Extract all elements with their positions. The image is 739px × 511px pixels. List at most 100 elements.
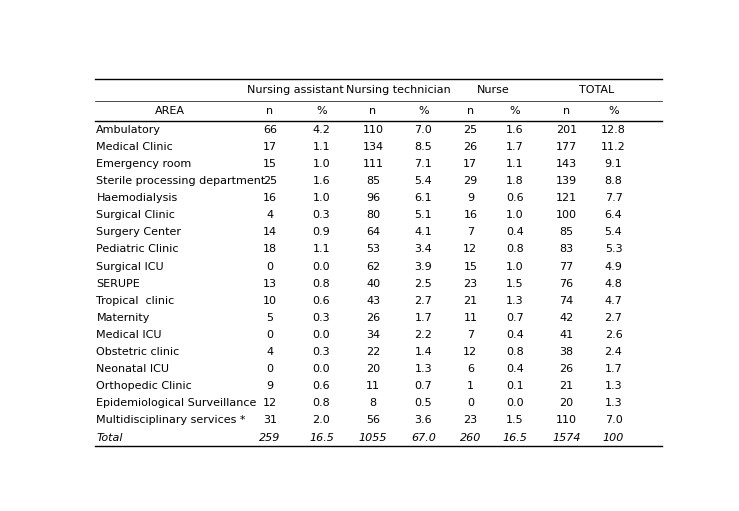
Text: Maternity: Maternity <box>96 313 150 323</box>
Text: 26: 26 <box>366 313 380 323</box>
Text: 1.3: 1.3 <box>605 399 622 408</box>
Text: 7: 7 <box>467 227 474 237</box>
Text: 1.1: 1.1 <box>506 159 524 169</box>
Text: 0.3: 0.3 <box>313 347 330 357</box>
Text: 7.0: 7.0 <box>415 125 432 135</box>
Text: Total: Total <box>96 433 123 443</box>
Text: Obstetric clinic: Obstetric clinic <box>96 347 180 357</box>
Text: 3.6: 3.6 <box>415 415 432 426</box>
Text: %: % <box>418 106 429 116</box>
Text: 0.8: 0.8 <box>313 278 330 289</box>
Text: n: n <box>266 106 273 116</box>
Text: 10: 10 <box>263 296 277 306</box>
Text: 9: 9 <box>266 381 273 391</box>
Text: 76: 76 <box>559 278 573 289</box>
Text: 11.2: 11.2 <box>602 142 626 152</box>
Text: 0.3: 0.3 <box>313 313 330 323</box>
Text: 21: 21 <box>559 381 573 391</box>
Text: 43: 43 <box>366 296 380 306</box>
Text: 0.0: 0.0 <box>506 399 524 408</box>
Text: 143: 143 <box>556 159 577 169</box>
Text: 9: 9 <box>467 193 474 203</box>
Text: 4.2: 4.2 <box>313 125 330 135</box>
Text: 11: 11 <box>463 313 477 323</box>
Text: 31: 31 <box>263 415 277 426</box>
Text: 121: 121 <box>556 193 577 203</box>
Text: 1.7: 1.7 <box>506 142 524 152</box>
Text: 1.8: 1.8 <box>506 176 524 186</box>
Text: 25: 25 <box>263 176 277 186</box>
Text: Nurse: Nurse <box>477 85 510 95</box>
Text: 18: 18 <box>263 244 277 254</box>
Text: Multidisciplinary services *: Multidisciplinary services * <box>96 415 246 426</box>
Text: 0.0: 0.0 <box>313 262 330 271</box>
Text: 134: 134 <box>362 142 384 152</box>
Text: Orthopedic Clinic: Orthopedic Clinic <box>96 381 192 391</box>
Text: 23: 23 <box>463 415 477 426</box>
Text: 12: 12 <box>463 244 477 254</box>
Text: 111: 111 <box>363 159 384 169</box>
Text: 7.1: 7.1 <box>415 159 432 169</box>
Text: 139: 139 <box>556 176 577 186</box>
Text: 29: 29 <box>463 176 477 186</box>
Text: 1574: 1574 <box>552 433 581 443</box>
Text: 0.6: 0.6 <box>506 193 524 203</box>
Text: 4.7: 4.7 <box>605 296 622 306</box>
Text: 41: 41 <box>559 330 573 340</box>
Text: 4: 4 <box>266 210 273 220</box>
Text: 0.5: 0.5 <box>415 399 432 408</box>
Text: Surgery Center: Surgery Center <box>96 227 181 237</box>
Text: 5.3: 5.3 <box>605 244 622 254</box>
Text: 17: 17 <box>463 159 477 169</box>
Text: 260: 260 <box>460 433 481 443</box>
Text: 0.7: 0.7 <box>415 381 432 391</box>
Text: 8.8: 8.8 <box>605 176 622 186</box>
Text: 1.3: 1.3 <box>605 381 622 391</box>
Text: 1055: 1055 <box>358 433 387 443</box>
Text: 7.7: 7.7 <box>605 193 622 203</box>
Text: 0.7: 0.7 <box>506 313 524 323</box>
Text: 6.4: 6.4 <box>605 210 622 220</box>
Text: 0: 0 <box>267 262 273 271</box>
Text: 2.4: 2.4 <box>605 347 622 357</box>
Text: 110: 110 <box>363 125 384 135</box>
Text: 15: 15 <box>263 159 277 169</box>
Text: 0.3: 0.3 <box>313 210 330 220</box>
Text: 62: 62 <box>366 262 380 271</box>
Text: %: % <box>608 106 619 116</box>
Text: 0.9: 0.9 <box>313 227 330 237</box>
Text: Tropical  clinic: Tropical clinic <box>96 296 174 306</box>
Text: 1.0: 1.0 <box>313 159 330 169</box>
Text: 38: 38 <box>559 347 573 357</box>
Text: TOTAL: TOTAL <box>579 85 614 95</box>
Text: 1.7: 1.7 <box>605 364 622 374</box>
Text: 13: 13 <box>263 278 277 289</box>
Text: 23: 23 <box>463 278 477 289</box>
Text: 5: 5 <box>267 313 273 323</box>
Text: 201: 201 <box>556 125 577 135</box>
Text: 6.1: 6.1 <box>415 193 432 203</box>
Text: 16.5: 16.5 <box>309 433 334 443</box>
Text: 1.3: 1.3 <box>415 364 432 374</box>
Text: 4.8: 4.8 <box>605 278 622 289</box>
Text: 2.5: 2.5 <box>415 278 432 289</box>
Text: 0.4: 0.4 <box>506 330 524 340</box>
Text: 2.2: 2.2 <box>415 330 432 340</box>
Text: %: % <box>316 106 327 116</box>
Text: 25: 25 <box>463 125 477 135</box>
Text: 4: 4 <box>266 347 273 357</box>
Text: 4.1: 4.1 <box>415 227 432 237</box>
Text: 0.8: 0.8 <box>506 347 524 357</box>
Text: Epidemiological Surveillance: Epidemiological Surveillance <box>96 399 256 408</box>
Text: 8.5: 8.5 <box>415 142 432 152</box>
Text: 1.5: 1.5 <box>506 415 524 426</box>
Text: Emergency room: Emergency room <box>96 159 191 169</box>
Text: 74: 74 <box>559 296 573 306</box>
Text: 12: 12 <box>263 399 277 408</box>
Text: 67.0: 67.0 <box>411 433 436 443</box>
Text: 1.1: 1.1 <box>313 244 330 254</box>
Text: 1.1: 1.1 <box>313 142 330 152</box>
Text: 11: 11 <box>366 381 380 391</box>
Text: 1.4: 1.4 <box>415 347 432 357</box>
Text: 0: 0 <box>267 364 273 374</box>
